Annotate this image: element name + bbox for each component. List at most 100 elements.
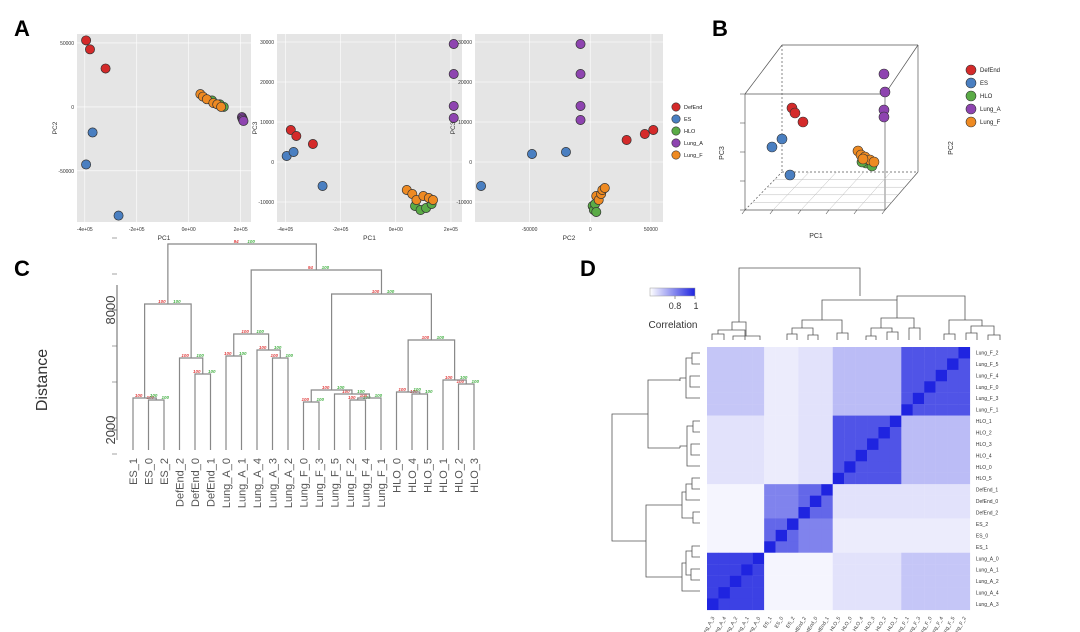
heatmap-cell [741,449,753,462]
heatmap-cell [741,404,753,416]
heatmap-cell [707,461,719,473]
row-label: ES_2 [976,522,988,528]
colorbar-title: Correlation [649,320,698,331]
heatmap-cell [821,427,833,439]
heatmap-cell [912,472,925,485]
row-label: Lung_F_0 [976,385,999,391]
heatmap-cell [729,415,742,428]
col-label: ES_1 [762,616,773,630]
row-label: Lung_F_2 [976,351,999,357]
heatmap-cell [958,392,971,405]
heatmap-cell [947,564,959,576]
point-defend [85,44,95,55]
heatmap-cell [912,392,925,405]
heatmap-cell [775,598,788,611]
heatmap-cell [912,369,925,382]
heatmap-cell [809,564,822,576]
heatmap-cell [741,541,753,553]
heatmap-cell [821,415,833,428]
heatmap-cell [707,552,719,565]
heatmap-cell [924,358,936,371]
y-tick-label: 30000 [458,40,472,46]
bp-value: 100 [173,299,181,304]
heatmap-cell [809,575,822,588]
y-tick-label: 0 [469,160,472,166]
heatmap-cell [752,358,765,371]
heatmap-cell [832,518,845,531]
heatmap-cell [798,564,811,576]
heatmap-cell [832,484,845,496]
heatmap-cell [878,552,891,565]
heatmap-cell [912,438,925,451]
heatmap-cell [947,449,959,462]
heatmap-cell [912,404,925,416]
heatmap-cell [901,427,913,439]
heatmap-cell [729,564,742,576]
heatmap-cell [798,427,811,439]
row-label: HLO_3 [976,442,992,448]
heatmap-cell [787,438,799,451]
heatmap-cell [958,529,971,542]
heatmap-cell [707,495,719,508]
heatmap-cell [821,484,833,496]
heatmap-cell [718,575,731,588]
row-label: ES_0 [976,533,988,539]
heatmap-cell [935,404,948,416]
heatmap-cell [718,529,731,542]
heatmap-cell [798,495,811,508]
heatmap-cell [787,495,799,508]
column-dendrogram-branch [732,335,761,340]
heatmap-cell [901,381,913,393]
column-dendrogram-branch [711,333,725,340]
heatmap-cell [924,461,936,473]
heatmap-cell [821,598,833,611]
leaf-label: Lung_F_2 [345,458,357,508]
point-es [561,147,571,157]
heatmap-cell [821,392,833,405]
heatmap-cell [752,495,765,508]
heatmap-cell [718,438,731,451]
floor-grid [772,171,810,211]
heatmap-cell [947,484,959,496]
heatmap-cell [924,598,936,611]
heatmap-cell [798,392,811,405]
heatmap-cell [832,347,845,359]
heatmap-cell [729,507,742,519]
heatmap-cell [855,518,868,531]
heatmap-cell [912,415,925,428]
heatmap-cell [855,587,868,599]
heatmap-cell [787,507,799,519]
heatmap-cell [775,587,788,599]
heatmap-cell [867,495,879,508]
leaf-label: Lung_F_4 [361,458,373,508]
heatmap-cell [718,358,731,371]
heatmap-cell [798,598,811,611]
heatmap-cell [855,529,868,542]
heatmap-cell [935,575,948,588]
heatmap-cell [912,587,925,599]
heatmap-cell [798,358,811,371]
heatmap-cell [947,598,959,611]
heatmap-cell [855,564,868,576]
y-tick-label: 2000 [103,416,118,445]
x-tick-label: 2e+05 [444,227,458,233]
leaf-label: HLO_5 [423,458,435,493]
heatmap-cell [912,518,925,531]
heatmap-cell [764,392,776,405]
heatmap-cell [867,461,879,473]
heatmap-cell [752,575,765,588]
legend-swatch-lung_a [965,103,977,115]
heatmap-cell [764,507,776,519]
bp-value: 100 [337,385,345,390]
heatmap-cell [729,392,742,405]
heatmap-cell [809,438,822,451]
heatmap-cell [889,427,902,439]
heatmap-cell [901,575,913,588]
row-label: Lung_A_2 [976,579,999,585]
heatmap-cell [958,358,971,371]
point-lung_a [575,39,586,49]
heatmap-cell [947,358,959,371]
dendrogram-branch [144,303,192,398]
heatmap-cell [775,472,788,485]
au-value: 100 [301,397,309,402]
